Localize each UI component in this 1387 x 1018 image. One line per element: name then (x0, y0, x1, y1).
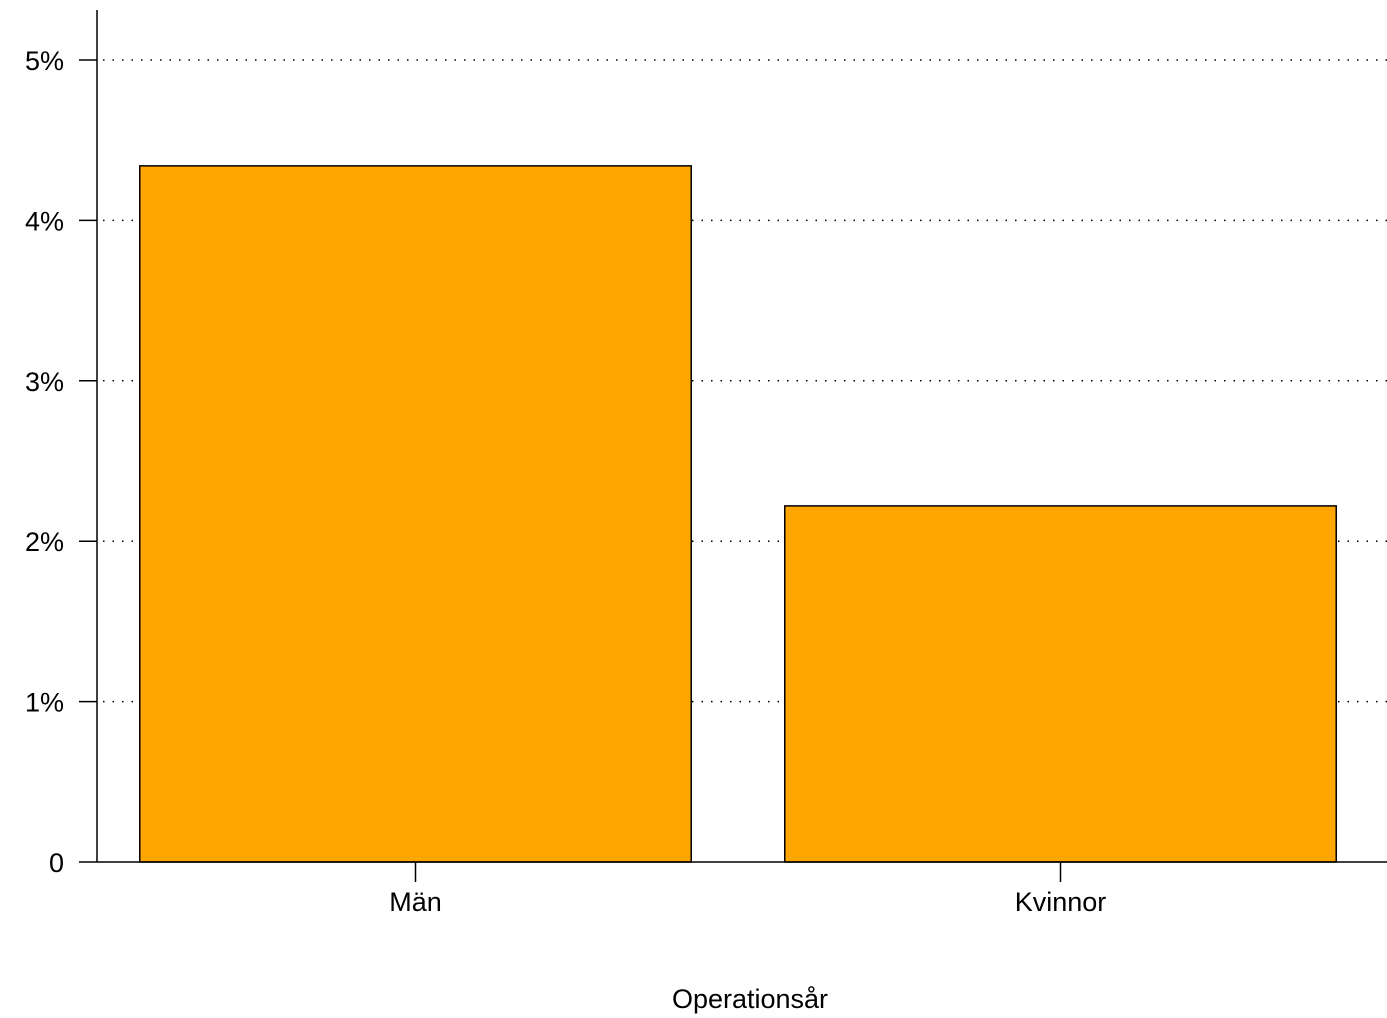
y-tick-label-1: 1% (25, 688, 64, 718)
axes (96, 10, 1387, 863)
bars (139, 165, 1337, 863)
y-tick-label-0: 0 (49, 848, 64, 878)
y-tick-label-5: 5% (25, 46, 64, 76)
y-axis-ticks: 0 1% 2% 3% 4% 5% (25, 46, 97, 878)
x-tick-label-1: Kvinnor (1015, 887, 1107, 917)
y-tick-label-3: 3% (25, 367, 64, 397)
x-axis-ticks: Män Kvinnor (389, 862, 1106, 917)
y-tick-label-2: 2% (25, 527, 64, 557)
x-tick-label-0: Män (389, 887, 442, 917)
y-tick-label-4: 4% (25, 206, 64, 236)
bar-0 (139, 165, 692, 863)
x-axis-title: Operationsår (672, 984, 828, 1014)
bar-1 (784, 505, 1337, 863)
